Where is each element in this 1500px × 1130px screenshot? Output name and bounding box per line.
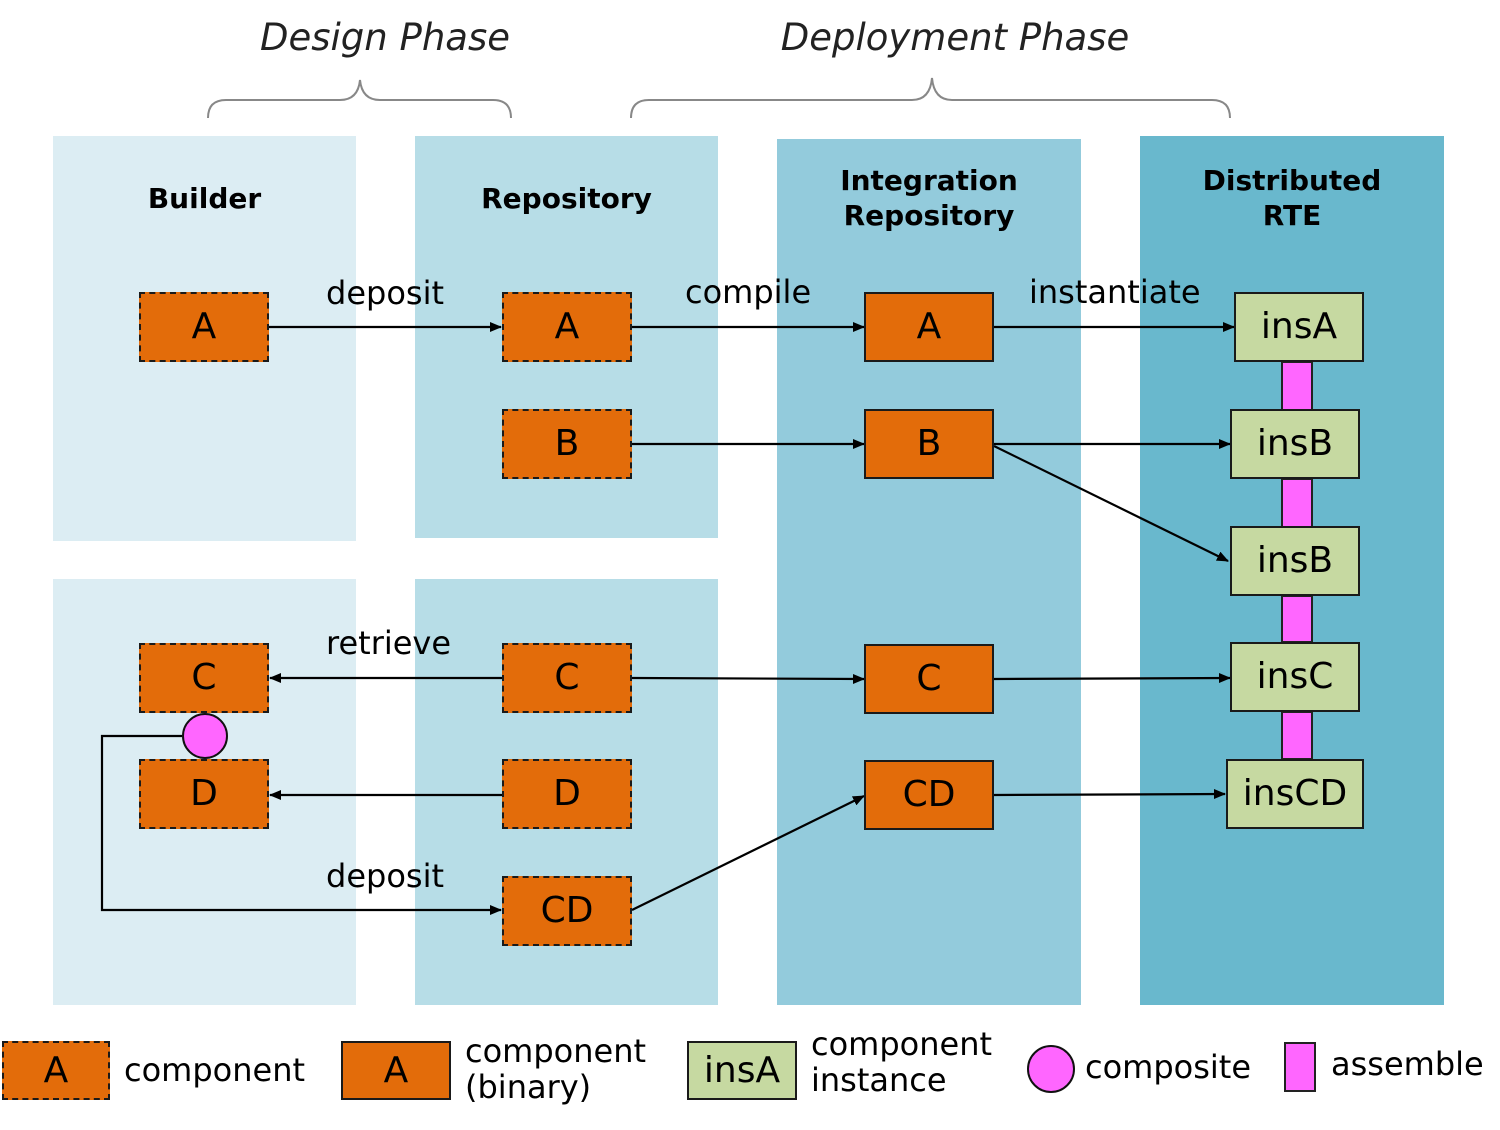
rte-title-line2: RTE xyxy=(1262,199,1322,232)
deployment-phase-label: Deployment Phase xyxy=(780,16,1130,59)
deposit-label-top: deposit xyxy=(326,274,444,312)
instance-insA: insA xyxy=(1234,292,1364,362)
retrieve-label: retrieve xyxy=(326,624,452,662)
deposit-label-bottom: deposit xyxy=(326,857,444,895)
assemble-bar-4 xyxy=(1281,711,1313,760)
instance-insB-1: insB xyxy=(1230,409,1360,479)
integration-repository-panel xyxy=(777,139,1081,1005)
repository-component-a: A xyxy=(502,292,632,362)
integration-binary-a: A xyxy=(864,292,994,362)
legend-binary-label-line1: component xyxy=(465,1032,647,1070)
integration-title-line2: Repository xyxy=(843,199,1015,232)
integration-binary-cd: CD xyxy=(864,760,994,830)
builder-component-c: C xyxy=(139,643,269,713)
builder-component-a: A xyxy=(139,292,269,362)
builder-title: Builder xyxy=(147,182,262,215)
repository-component-d: D xyxy=(502,759,632,829)
assemble-bar-2 xyxy=(1281,478,1313,528)
composite-circle xyxy=(182,713,228,759)
integration-binary-b: B xyxy=(864,409,994,479)
integration-binary-c: C xyxy=(864,644,994,714)
instance-insCD: insCD xyxy=(1226,759,1364,829)
repository-title: Repository xyxy=(481,182,652,215)
repository-component-b: B xyxy=(502,409,632,479)
assemble-bar-1 xyxy=(1281,361,1313,411)
legend-instance-label: component instance xyxy=(811,1026,992,1098)
compile-label: compile xyxy=(685,273,812,311)
legend-composite-label: composite xyxy=(1085,1048,1252,1086)
compile-arrow-cd xyxy=(631,795,865,911)
deposit-composite-arrow xyxy=(100,734,502,915)
integration-title-line1: Integration xyxy=(840,164,1018,197)
legend-component-sample: A xyxy=(2,1041,110,1100)
builder-component-d: D xyxy=(139,759,269,829)
legend-composite-sample xyxy=(1027,1045,1075,1093)
instance-insB-2: insB xyxy=(1230,526,1360,596)
instantiate-label: instantiate xyxy=(1029,273,1201,311)
legend-component-label: component xyxy=(124,1051,306,1089)
distributed-rte-title: Distributed RTE xyxy=(1140,163,1444,233)
legend-assemble-sample xyxy=(1284,1042,1316,1092)
legend-binary-sample: A xyxy=(341,1041,451,1100)
design-phase-label: Design Phase xyxy=(260,16,510,59)
deployment-phase-brace xyxy=(630,77,1231,119)
assemble-bar-3 xyxy=(1281,595,1313,643)
repository-component-c: C xyxy=(502,643,632,713)
repository-component-cd: CD xyxy=(502,876,632,946)
legend-instance-label-line2: instance xyxy=(811,1061,947,1099)
instantiate-arrow-c xyxy=(993,673,1231,684)
instantiate-arrow-b2 xyxy=(993,445,1229,562)
rte-title-line1: Distributed xyxy=(1202,164,1382,197)
legend-instance-sample: insA xyxy=(687,1041,797,1100)
legend-instance-label-line1: component xyxy=(811,1025,993,1063)
compile-arrow-c xyxy=(631,673,865,684)
instance-insC: insC xyxy=(1230,642,1360,712)
instantiate-arrow-cd xyxy=(993,789,1226,800)
design-phase-brace xyxy=(207,79,512,119)
legend-binary-label-line2: (binary) xyxy=(465,1068,592,1106)
integration-repository-title: Integration Repository xyxy=(777,163,1081,233)
legend-binary-label: component (binary) xyxy=(465,1033,646,1105)
legend-assemble-label: assemble xyxy=(1331,1045,1484,1083)
